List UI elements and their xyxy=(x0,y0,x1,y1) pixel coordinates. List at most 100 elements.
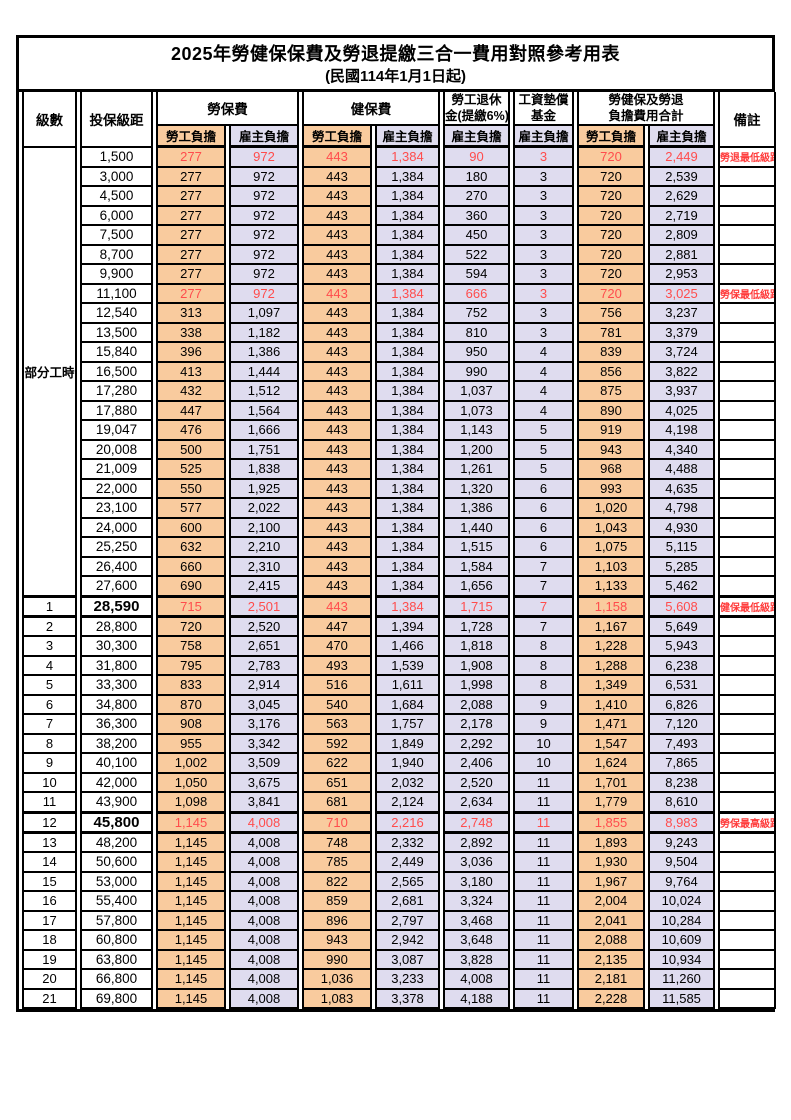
value-cell: 493 xyxy=(302,656,372,676)
table-row: 3,000 277 972 443 1,384 180 3 720 2,539 xyxy=(22,167,777,187)
salary-cell: 16,500 xyxy=(80,362,153,382)
value-cell: 1,930 xyxy=(577,853,645,873)
value-cell: 3,342 xyxy=(229,734,299,754)
salary-cell: 9,900 xyxy=(80,265,153,285)
table-row: 17,880 447 1,564 443 1,384 1,073 4 890 4,025 xyxy=(22,401,777,421)
salary-cell: 45,800 xyxy=(80,812,153,834)
remark-cell: 健保最低級距 xyxy=(718,596,777,618)
value-cell: 3,045 xyxy=(229,695,299,715)
salary-cell: 57,800 xyxy=(80,911,153,931)
value-cell: 1,098 xyxy=(156,793,226,813)
value-cell: 5,285 xyxy=(648,557,716,577)
salary-cell: 22,000 xyxy=(80,479,153,499)
value-cell: 720 xyxy=(577,245,645,265)
col-header-pension: 勞工退休 金(提繳6%) xyxy=(443,92,510,126)
value-cell: 1,998 xyxy=(443,676,510,696)
col-header-salary: 投保級距 xyxy=(80,92,153,148)
value-cell: 908 xyxy=(156,715,226,735)
value-cell: 1,167 xyxy=(577,617,645,637)
remark-cell xyxy=(718,460,777,480)
value-cell: 919 xyxy=(577,421,645,441)
value-cell: 2,178 xyxy=(443,715,510,735)
value-cell: 277 xyxy=(156,148,226,168)
remark-cell xyxy=(718,577,777,597)
value-cell: 447 xyxy=(156,401,226,421)
value-cell: 1,228 xyxy=(577,637,645,657)
table-row: 20 66,800 1,145 4,008 1,036 3,233 4,008 11 2,181… xyxy=(22,970,777,990)
table-row: 7,500 277 972 443 1,384 450 3 720 2,809 xyxy=(22,226,777,246)
salary-cell: 17,880 xyxy=(80,401,153,421)
value-cell: 1,818 xyxy=(443,637,510,657)
table-row: 25,250 632 2,210 443 1,384 1,515 6 1,075 5,115 xyxy=(22,538,777,558)
value-cell: 1,145 xyxy=(156,989,226,1009)
remark-cell xyxy=(718,206,777,226)
value-cell: 1,083 xyxy=(302,989,372,1009)
value-cell: 810 xyxy=(443,323,510,343)
value-cell: 1,133 xyxy=(577,577,645,597)
value-cell: 4,008 xyxy=(229,872,299,892)
salary-cell: 50,600 xyxy=(80,853,153,873)
value-cell: 2,135 xyxy=(577,950,645,970)
salary-cell: 28,590 xyxy=(80,596,153,618)
level-cell: 4 xyxy=(22,656,77,676)
salary-cell: 43,900 xyxy=(80,793,153,813)
value-cell: 1,145 xyxy=(156,833,226,853)
remark-cell: 勞保最高級距 xyxy=(718,812,777,834)
remark-cell xyxy=(718,187,777,207)
table-row: 13 48,200 1,145 4,008 748 2,332 2,892 11 1,893 9,… xyxy=(22,833,777,853)
value-cell: 277 xyxy=(156,206,226,226)
level-cell: 5 xyxy=(22,676,77,696)
value-cell: 1,145 xyxy=(156,970,226,990)
remark-cell xyxy=(718,911,777,931)
remark-cell xyxy=(718,695,777,715)
value-cell: 943 xyxy=(577,440,645,460)
table-row: 19,047 476 1,666 443 1,384 1,143 5 919 4,198 xyxy=(22,421,777,441)
value-cell: 1,145 xyxy=(156,892,226,912)
value-cell: 1,384 xyxy=(375,577,440,597)
subheader-pension-employer: 雇主負擔 xyxy=(443,126,510,148)
table-row: 12 45,800 1,145 4,008 710 2,216 2,748 11 1,855 8,… xyxy=(22,812,777,834)
table-row: 5 33,300 833 2,914 516 1,611 1,998 8 1,349 6,531 xyxy=(22,676,777,696)
value-cell: 2,809 xyxy=(648,226,716,246)
value-cell: 10,934 xyxy=(648,950,716,970)
value-cell: 795 xyxy=(156,656,226,676)
remark-cell xyxy=(718,440,777,460)
value-cell: 8,610 xyxy=(648,793,716,813)
value-cell: 522 xyxy=(443,245,510,265)
value-cell: 2,719 xyxy=(648,206,716,226)
value-cell: 338 xyxy=(156,323,226,343)
value-cell: 715 xyxy=(156,596,226,618)
value-cell: 2,881 xyxy=(648,245,716,265)
table-row: 9,900 277 972 443 1,384 594 3 720 2,953 xyxy=(22,265,777,285)
remark-cell xyxy=(718,518,777,538)
value-cell: 11,585 xyxy=(648,989,716,1009)
value-cell: 1,515 xyxy=(443,538,510,558)
value-cell: 8 xyxy=(513,676,574,696)
value-cell: 592 xyxy=(302,734,372,754)
value-cell: 870 xyxy=(156,695,226,715)
value-cell: 432 xyxy=(156,382,226,402)
value-cell: 3 xyxy=(513,148,574,168)
salary-cell: 30,300 xyxy=(80,637,153,657)
value-cell: 413 xyxy=(156,362,226,382)
value-cell: 1,539 xyxy=(375,656,440,676)
remark-cell: 勞保最低級距 xyxy=(718,284,777,304)
value-cell: 10,284 xyxy=(648,911,716,931)
table-row: 10 42,000 1,050 3,675 651 2,032 2,520 11 1,701 8,… xyxy=(22,773,777,793)
subheader-health-employer: 雇主負擔 xyxy=(375,126,440,148)
remark-cell xyxy=(718,499,777,519)
value-cell: 720 xyxy=(577,167,645,187)
value-cell: 756 xyxy=(577,304,645,324)
value-cell: 1,384 xyxy=(375,323,440,343)
value-cell: 4,930 xyxy=(648,518,716,538)
value-cell: 443 xyxy=(302,206,372,226)
value-cell: 1,855 xyxy=(577,812,645,834)
value-cell: 11 xyxy=(513,853,574,873)
table-row: 16 55,400 1,145 4,008 859 2,681 3,324 11 2,004 10… xyxy=(22,892,777,912)
subheader-arrears-employer: 雇主負擔 xyxy=(513,126,574,148)
value-cell: 2,783 xyxy=(229,656,299,676)
level-cell: 3 xyxy=(22,637,77,657)
value-cell: 11 xyxy=(513,931,574,951)
value-cell: 622 xyxy=(302,754,372,774)
